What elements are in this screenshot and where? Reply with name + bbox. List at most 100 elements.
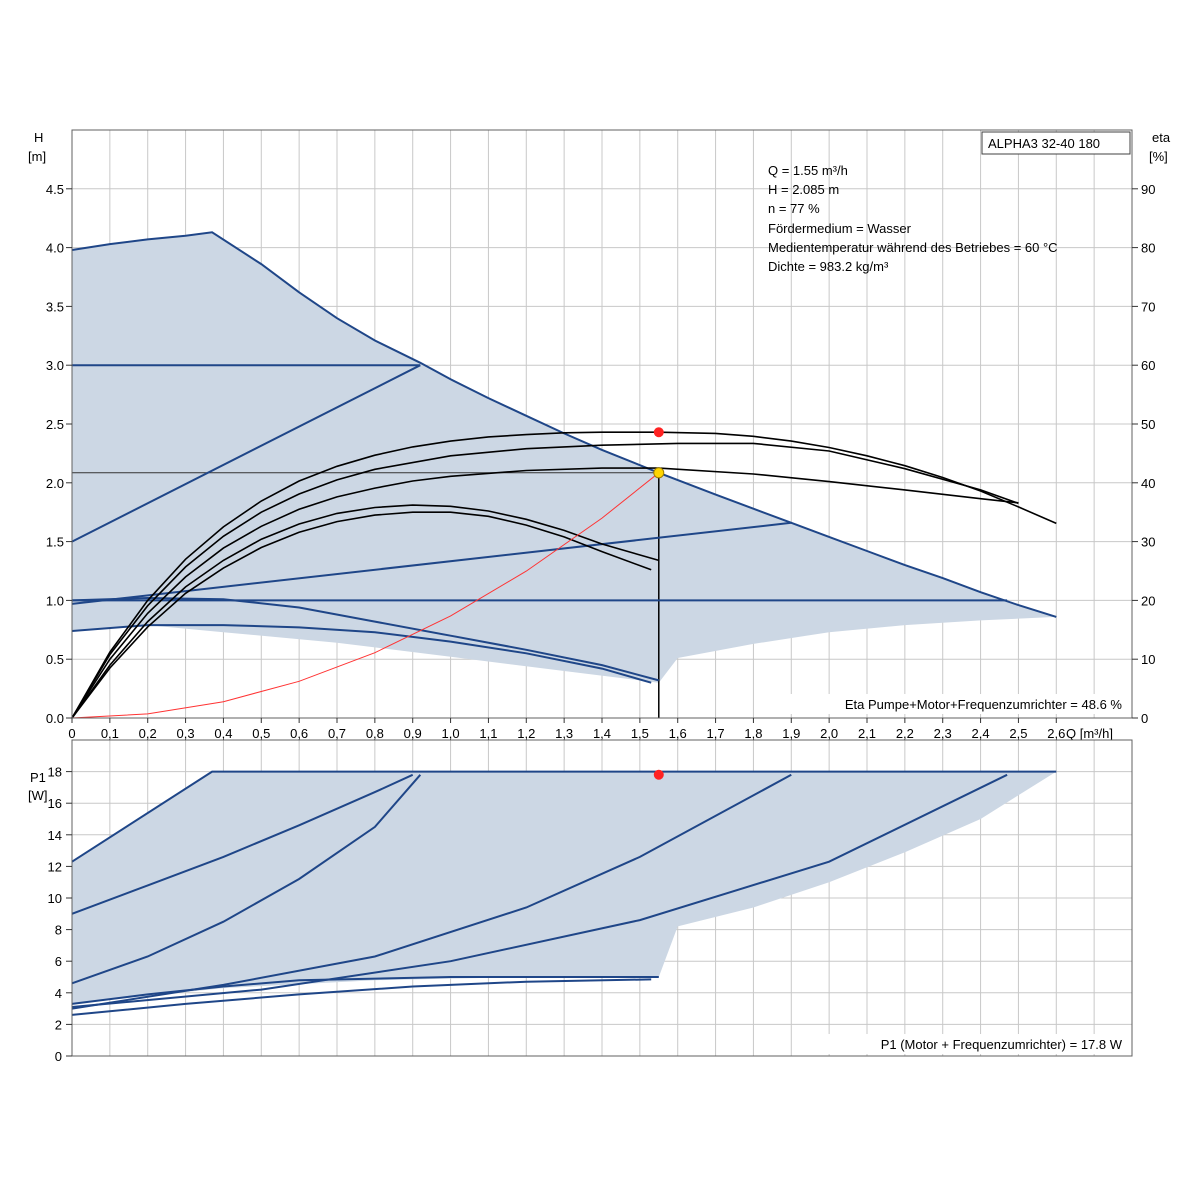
power-axis-unit: [W] — [28, 788, 48, 803]
head-tick-label: 2.0 — [46, 476, 64, 491]
flow-tick-label: 0,6 — [290, 726, 308, 741]
eta-tick-label: 90 — [1141, 182, 1155, 197]
power-tick-label: 18 — [48, 765, 62, 780]
head-efficiency-panel: 0.0 0.5 1.0 1.5 2.0 2.5 3.0 3.5 4.0 4.5 0 10 20 30 40… — [28, 129, 1171, 741]
eta-tick-label: 70 — [1141, 299, 1155, 314]
flow-tick-label: 1,2 — [517, 726, 535, 741]
efficiency-curve — [71, 431, 1057, 719]
efficiency-curve — [71, 511, 652, 719]
eta-tick-label: 10 — [1141, 652, 1155, 667]
head-curve — [71, 364, 421, 543]
power-footer: P1 (Motor + Frequenzumrichter) = 17.8 W — [881, 1037, 1123, 1052]
bottom-markers — [653, 769, 664, 780]
eta-tick-label: 20 — [1141, 593, 1155, 608]
operating-point-marker — [653, 467, 665, 479]
info-block: Q = 1.55 m³/h H = 2.085 m n = 77 % Förde… — [768, 163, 1058, 274]
eta-axis-label: eta — [1152, 130, 1171, 145]
flow-tick-label: 1,5 — [631, 726, 649, 741]
power-axis-ticks: 0 2 4 6 8 10 12 14 16 18 — [48, 765, 72, 1064]
power-curve — [71, 773, 414, 915]
flow-tick-label: 2,0 — [820, 726, 838, 741]
operating-range-area — [72, 232, 1057, 683]
power-tick-label: 6 — [55, 954, 62, 969]
power-tick-label: 2 — [55, 1017, 62, 1032]
title-box — [981, 131, 1131, 155]
flow-tick-label: 1,9 — [782, 726, 800, 741]
flow-tick-label: 0,3 — [177, 726, 195, 741]
flow-tick-label: 0,9 — [404, 726, 422, 741]
power-axis-label: P1 — [30, 770, 46, 785]
flow-tick-label: 2,1 — [858, 726, 876, 741]
power-curve — [71, 976, 659, 1005]
flow-tick-label: 0 — [68, 726, 75, 741]
power-tick-label: 8 — [55, 923, 62, 938]
power-tick-label: 16 — [48, 796, 62, 811]
info-medium: Fördermedium = Wasser — [768, 221, 912, 236]
eta-footer-box — [778, 694, 1128, 714]
flow-tick-label: 1,4 — [593, 726, 611, 741]
flow-tick-label: 1,6 — [669, 726, 687, 741]
system-curve — [71, 472, 660, 719]
power-curves — [71, 770, 1057, 1016]
flow-tick-label: 1,8 — [744, 726, 762, 741]
flow-tick-label: 0,8 — [366, 726, 384, 741]
power-tick-label: 12 — [48, 859, 62, 874]
efficiency-curve — [71, 504, 660, 719]
power-tick-label: 10 — [48, 891, 62, 906]
info-density: Dichte = 983.2 kg/m³ — [768, 259, 889, 274]
flow-tick-label: 1,1 — [479, 726, 497, 741]
head-tick-label: 4.5 — [46, 182, 64, 197]
info-temperature: Medientemperatur während des Betriebes =… — [768, 240, 1058, 255]
power-curve — [71, 774, 422, 985]
flow-axis-label: Q [m³/h] — [1066, 726, 1113, 741]
head-curve — [71, 521, 792, 605]
eta-tick-label: 30 — [1141, 535, 1155, 550]
eta-axis-unit: [%] — [1149, 149, 1168, 164]
head-tick-label: 0.0 — [46, 711, 64, 726]
head-axis-ticks: 0.0 0.5 1.0 1.5 2.0 2.5 3.0 3.5 4.0 4.5 — [46, 182, 72, 726]
flow-axis-ticks: 0 0,1 0,2 0,3 0,4 0,5 0,6 0,7 0,8 0,9 1,0 1,1 1,2 1,3… — [68, 718, 1065, 741]
head-axis-unit: [m] — [28, 149, 46, 164]
power-curve — [71, 770, 1057, 863]
flow-tick-label: 2,4 — [972, 726, 990, 741]
flow-tick-label: 1,3 — [555, 726, 573, 741]
eta-tick-label: 50 — [1141, 417, 1155, 432]
power-panel: 0 2 4 6 8 10 12 14 16 18 P1 [W] P1 (Motor + Frequ… — [28, 739, 1133, 1064]
head-tick-label: 1.5 — [46, 535, 64, 550]
eta-tick-label: 80 — [1141, 241, 1155, 256]
head-tick-label: 4.0 — [46, 241, 64, 256]
power-tick-label: 4 — [55, 986, 62, 1001]
head-tick-label: 0.5 — [46, 652, 64, 667]
eta-footer: Eta Pumpe+Motor+Frequenzumrichter = 48.6… — [845, 697, 1123, 712]
operating-point-marker — [653, 769, 664, 780]
power-footer-box — [820, 1034, 1130, 1054]
power-range-area — [72, 771, 1057, 1004]
head-curve — [71, 231, 1057, 618]
info-speed: n = 77 % — [768, 201, 820, 216]
flow-tick-label: 2,3 — [934, 726, 952, 741]
efficiency-curve — [71, 442, 1019, 719]
flow-tick-label: 0,4 — [214, 726, 232, 741]
eta-tick-label: 60 — [1141, 358, 1155, 373]
info-head: H = 2.085 m — [768, 182, 839, 197]
info-flow: Q = 1.55 m³/h — [768, 163, 848, 178]
operating-point-reference-lines — [72, 472, 660, 718]
head-tick-label: 3.5 — [46, 299, 64, 314]
flow-tick-label: 0,7 — [328, 726, 346, 741]
chart-title: ALPHA3 32-40 180 — [988, 136, 1100, 151]
head-tick-label: 3.0 — [46, 358, 64, 373]
efficiency-curve — [71, 467, 1019, 719]
eta-tick-label: 0 — [1141, 711, 1148, 726]
power-tick-label: 0 — [55, 1049, 62, 1064]
power-tick-label: 14 — [48, 828, 62, 843]
flow-tick-label: 0,2 — [139, 726, 157, 741]
top-markers — [653, 427, 665, 479]
head-and-efficiency-curves — [71, 231, 1057, 719]
head-tick-label: 1.0 — [46, 593, 64, 608]
flow-tick-label: 0,5 — [252, 726, 270, 741]
flow-tick-label: 2,2 — [896, 726, 914, 741]
eta-axis-ticks: 0 10 20 30 40 50 60 70 80 90 — [1132, 182, 1155, 726]
flow-tick-label: 1,0 — [442, 726, 460, 741]
flow-tick-label: 1,7 — [707, 726, 725, 741]
